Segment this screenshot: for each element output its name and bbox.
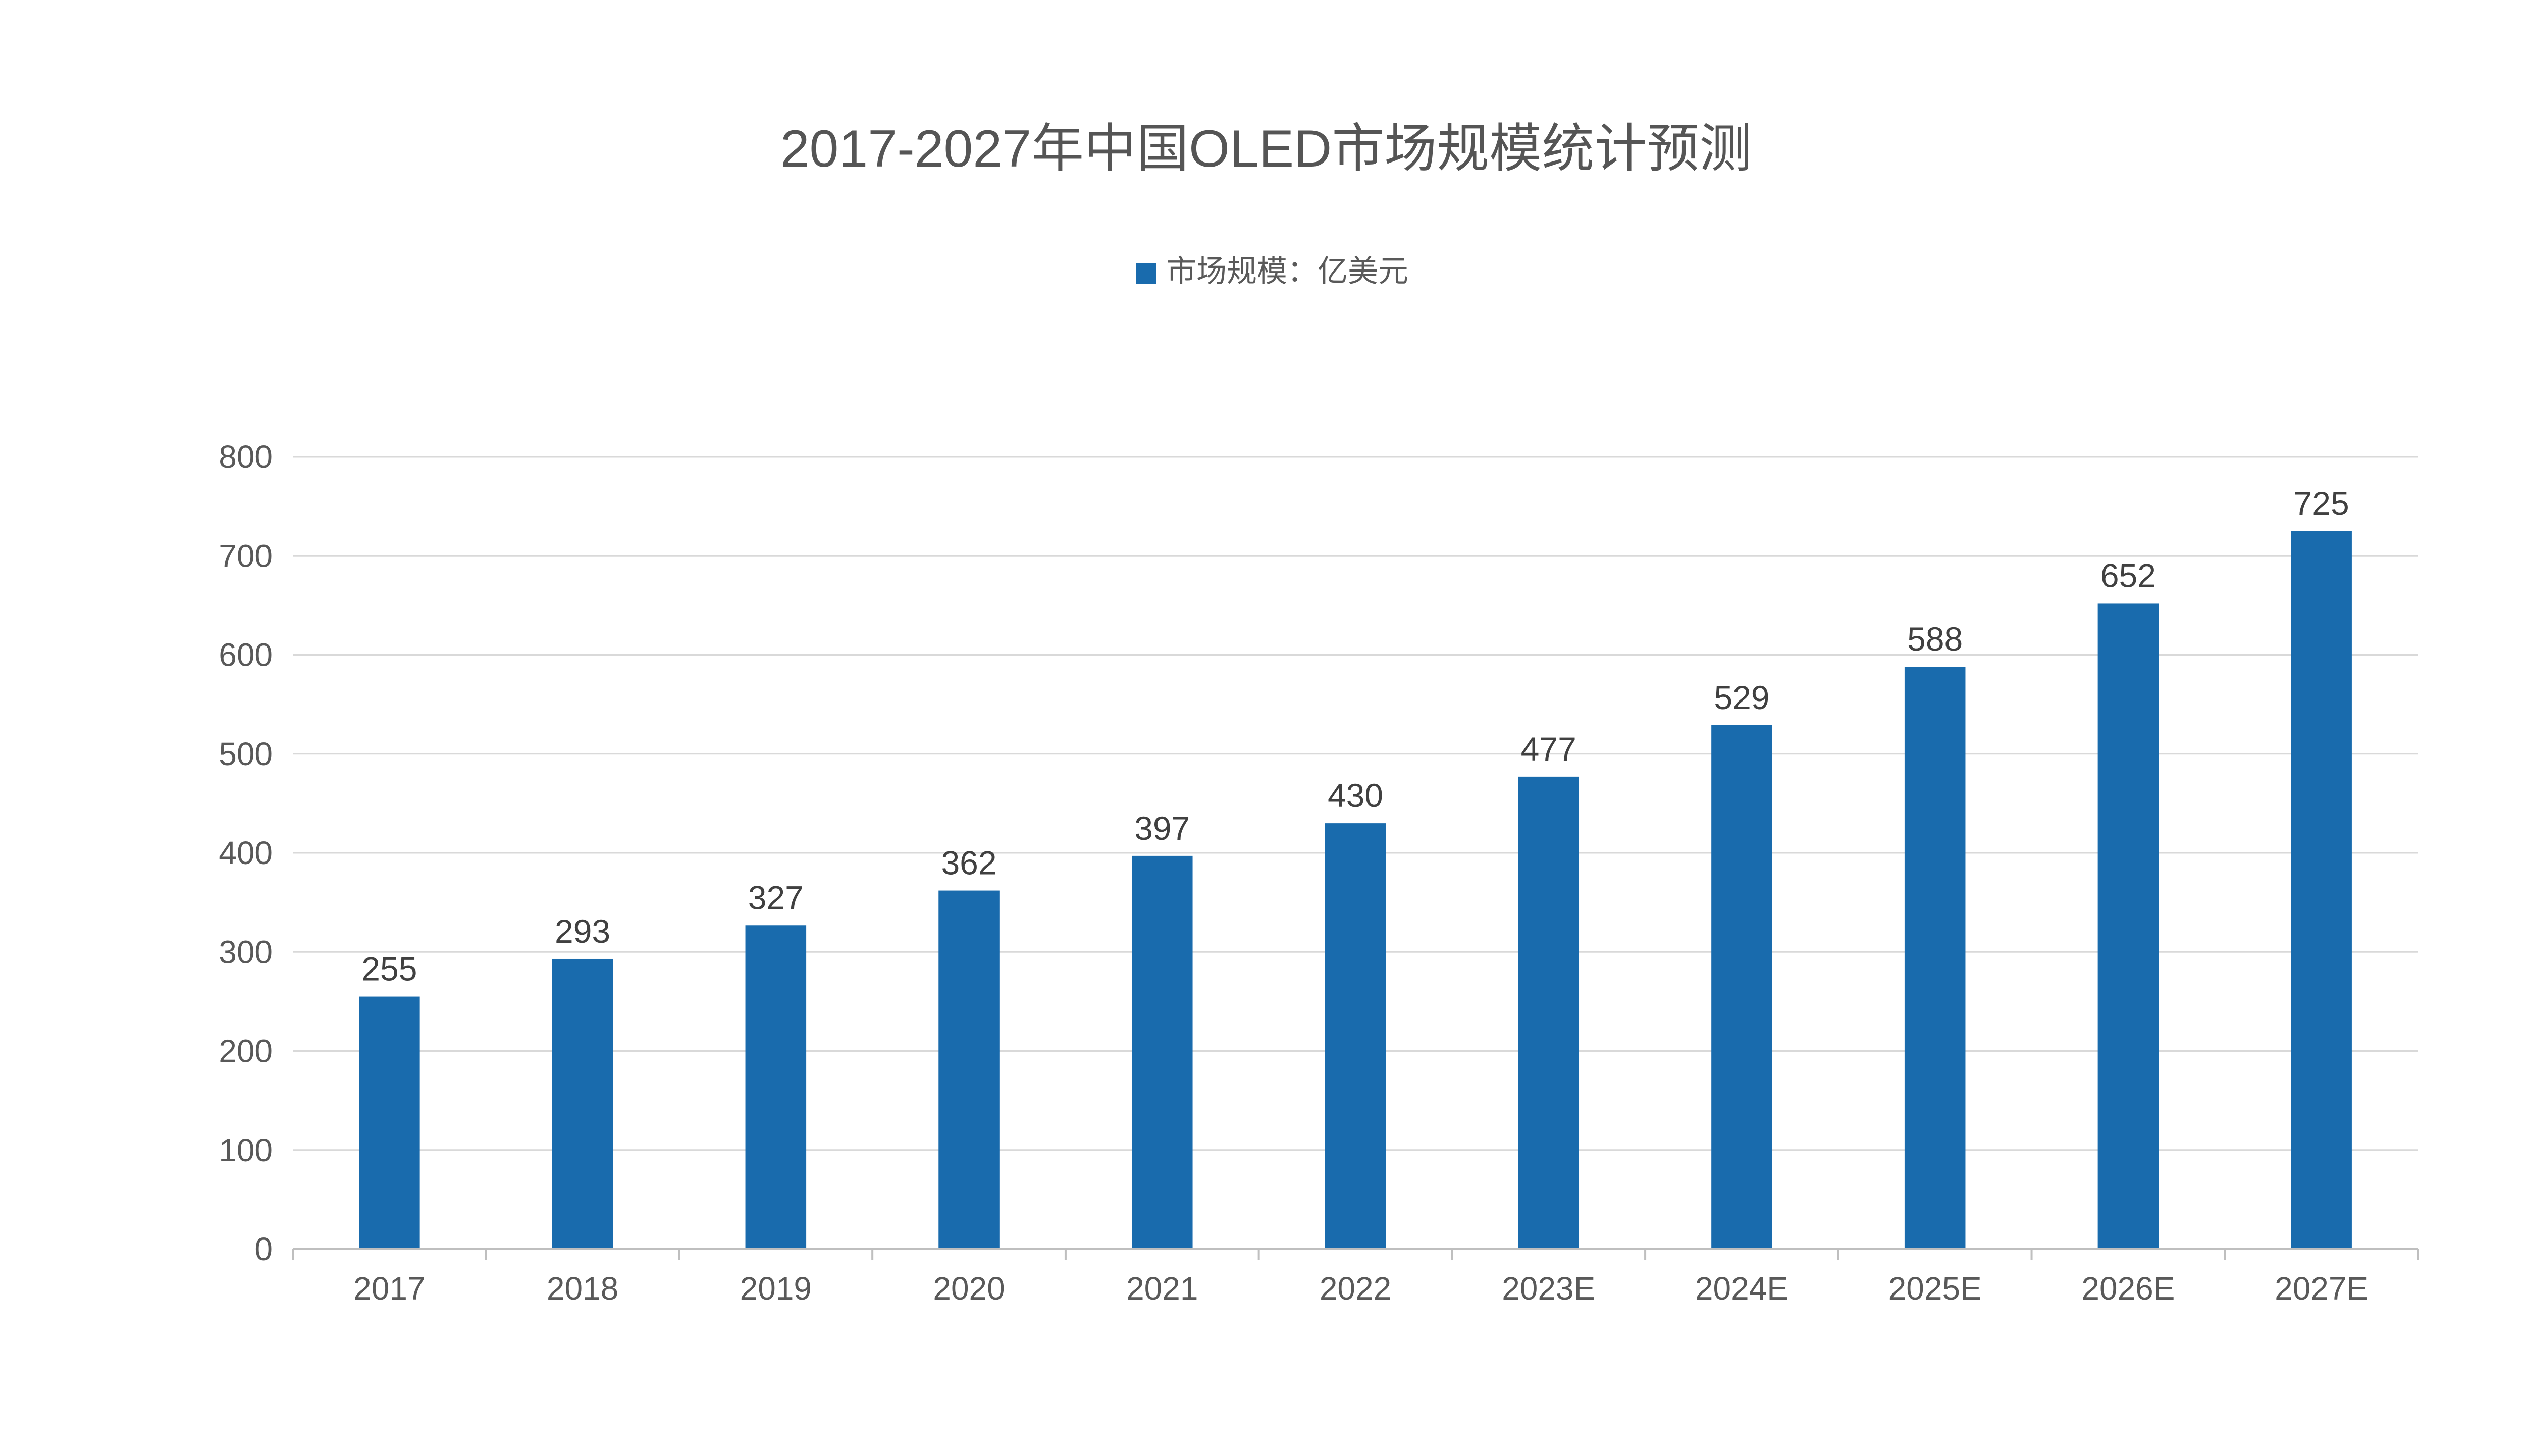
y-tick-label: 500	[219, 736, 273, 772]
bar	[2291, 531, 2352, 1249]
data-label: 529	[1714, 679, 1769, 716]
x-tick-label: 2025E	[1888, 1270, 1982, 1307]
data-label: 588	[1907, 620, 1963, 658]
x-axis: 2017 2018 2019 2020 2021 2022 2023E 2024E 2025E 2…	[292, 1248, 2419, 1307]
data-labels: 255 293 327 362 397 430 477 529 588 652 725	[361, 484, 2349, 987]
data-label: 327	[748, 879, 804, 916]
data-label: 725	[2294, 484, 2349, 522]
x-tick-label: 2026E	[2081, 1270, 2175, 1307]
chart-title: 2017-2027年中国OLED市场规模统计预测	[780, 120, 1752, 178]
data-label: 397	[1134, 810, 1190, 847]
y-tick-label: 600	[219, 637, 273, 673]
y-axis: 0 100 200 300 400 500 600 700 800	[219, 439, 273, 1267]
y-tick-label: 0	[254, 1231, 273, 1267]
bars	[359, 531, 2352, 1249]
y-tick-label: 400	[219, 835, 273, 871]
data-label: 255	[361, 950, 417, 988]
legend-label: 市场规模：亿美元	[1166, 254, 1408, 288]
data-label: 477	[1521, 730, 1576, 768]
y-tick-label: 300	[219, 934, 273, 970]
data-label: 430	[1328, 777, 1383, 814]
legend: 市场规模：亿美元	[1136, 254, 1408, 288]
legend-swatch	[1136, 263, 1156, 284]
bar	[552, 958, 613, 1249]
x-tick-label: 2018	[547, 1270, 618, 1307]
bar	[1131, 855, 1193, 1249]
bar	[359, 996, 420, 1249]
y-tick-label: 200	[219, 1033, 273, 1069]
x-tick-label: 2027E	[2275, 1270, 2368, 1307]
y-tick-label: 700	[219, 537, 273, 574]
x-tick-label: 2023E	[1502, 1270, 1595, 1307]
data-label: 652	[2100, 557, 2156, 594]
bar	[1325, 823, 1386, 1249]
bar	[2097, 603, 2159, 1249]
data-label: 362	[941, 844, 996, 882]
bar	[1518, 776, 1580, 1249]
x-tick-label: 2017	[353, 1270, 425, 1307]
data-label: 293	[555, 912, 610, 950]
bar	[1711, 725, 1772, 1249]
x-tick-label: 2019	[740, 1270, 812, 1307]
bar	[745, 925, 807, 1249]
bar	[1904, 667, 1966, 1249]
x-tick-label: 2022	[1320, 1270, 1391, 1307]
x-tick-label: 2020	[933, 1270, 1005, 1307]
x-tick-label: 2021	[1126, 1270, 1198, 1307]
bar	[938, 890, 1000, 1249]
y-tick-label: 800	[219, 439, 273, 475]
y-tick-label: 100	[219, 1132, 273, 1168]
x-tick-label: 2024E	[1695, 1270, 1789, 1307]
